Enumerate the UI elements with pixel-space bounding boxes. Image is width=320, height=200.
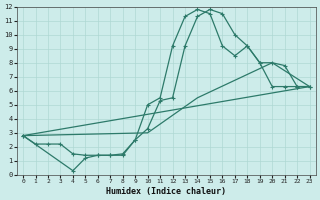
X-axis label: Humidex (Indice chaleur): Humidex (Indice chaleur) xyxy=(106,187,226,196)
